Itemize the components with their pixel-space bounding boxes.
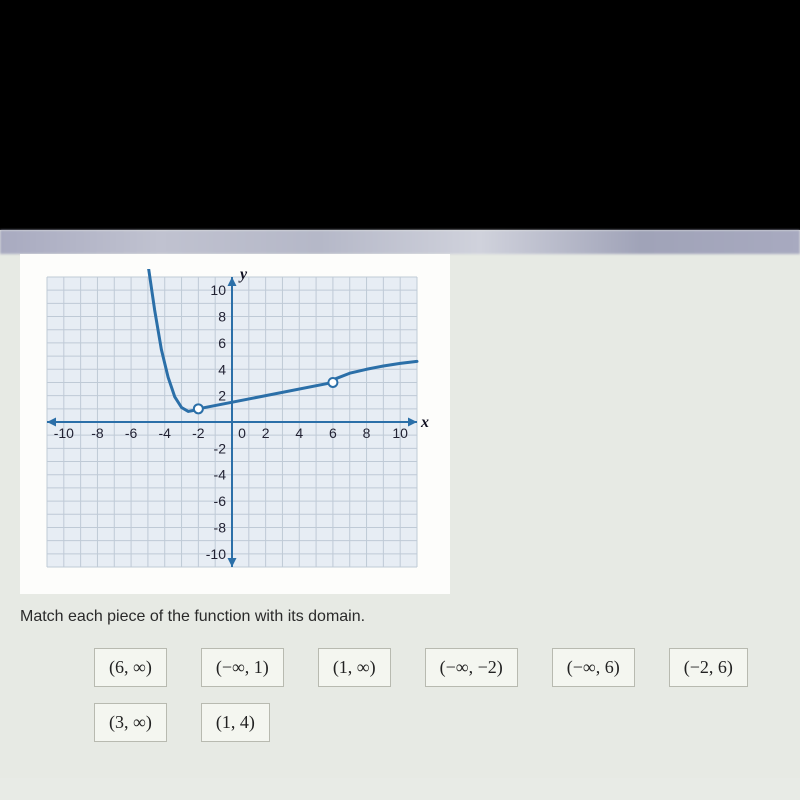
svg-text:0: 0 <box>238 425 246 441</box>
svg-text:8: 8 <box>218 309 226 325</box>
svg-text:4: 4 <box>218 361 226 377</box>
options-row-1: (6, ∞) (−∞, 1) (1, ∞) (−∞, −2) (−∞, 6) (−2, 6… <box>94 648 780 687</box>
svg-text:6: 6 <box>218 335 226 351</box>
svg-text:x: x <box>420 414 429 431</box>
domain-option[interactable]: (−∞, 1) <box>201 648 284 687</box>
svg-text:-8: -8 <box>91 425 104 441</box>
domain-option[interactable]: (−∞, 6) <box>552 648 635 687</box>
question-prompt: Match each piece of the function with it… <box>20 608 780 626</box>
svg-text:y: y <box>238 269 248 283</box>
svg-text:-6: -6 <box>214 493 227 509</box>
top-black-bar <box>0 0 800 230</box>
svg-text:-6: -6 <box>125 425 138 441</box>
svg-text:10: 10 <box>210 282 226 298</box>
svg-text:2: 2 <box>218 388 226 404</box>
svg-text:8: 8 <box>363 425 371 441</box>
tablet-tray-blur <box>0 230 800 254</box>
worksheet-content: -10 -8 -6 -4 -2 2 4 6 8 10 -10 -8 -6 -4 -2 2 4 6 8 10 0 x y Ma… <box>0 254 800 778</box>
svg-text:-4: -4 <box>214 467 227 483</box>
svg-text:6: 6 <box>329 425 337 441</box>
svg-text:4: 4 <box>295 425 303 441</box>
svg-text:-2: -2 <box>192 425 205 441</box>
domain-option[interactable]: (1, ∞) <box>318 648 391 687</box>
svg-text:-10: -10 <box>54 425 74 441</box>
options-row-2: (3, ∞) (1, 4) <box>94 703 780 742</box>
domain-option[interactable]: (3, ∞) <box>94 703 167 742</box>
domain-option[interactable]: (6, ∞) <box>94 648 167 687</box>
svg-text:2: 2 <box>262 425 270 441</box>
svg-text:-4: -4 <box>159 425 172 441</box>
function-graph: -10 -8 -6 -4 -2 2 4 6 8 10 -10 -8 -6 -4 -2 2 4 6 8 10 0 x y <box>20 254 450 594</box>
svg-text:-8: -8 <box>214 519 227 535</box>
svg-text:10: 10 <box>392 425 408 441</box>
domain-option[interactable]: (1, 4) <box>201 703 270 742</box>
svg-text:-2: -2 <box>214 440 227 456</box>
domain-option[interactable]: (−∞, −2) <box>425 648 518 687</box>
svg-text:-10: -10 <box>206 546 226 562</box>
domain-option[interactable]: (−2, 6) <box>669 648 748 687</box>
